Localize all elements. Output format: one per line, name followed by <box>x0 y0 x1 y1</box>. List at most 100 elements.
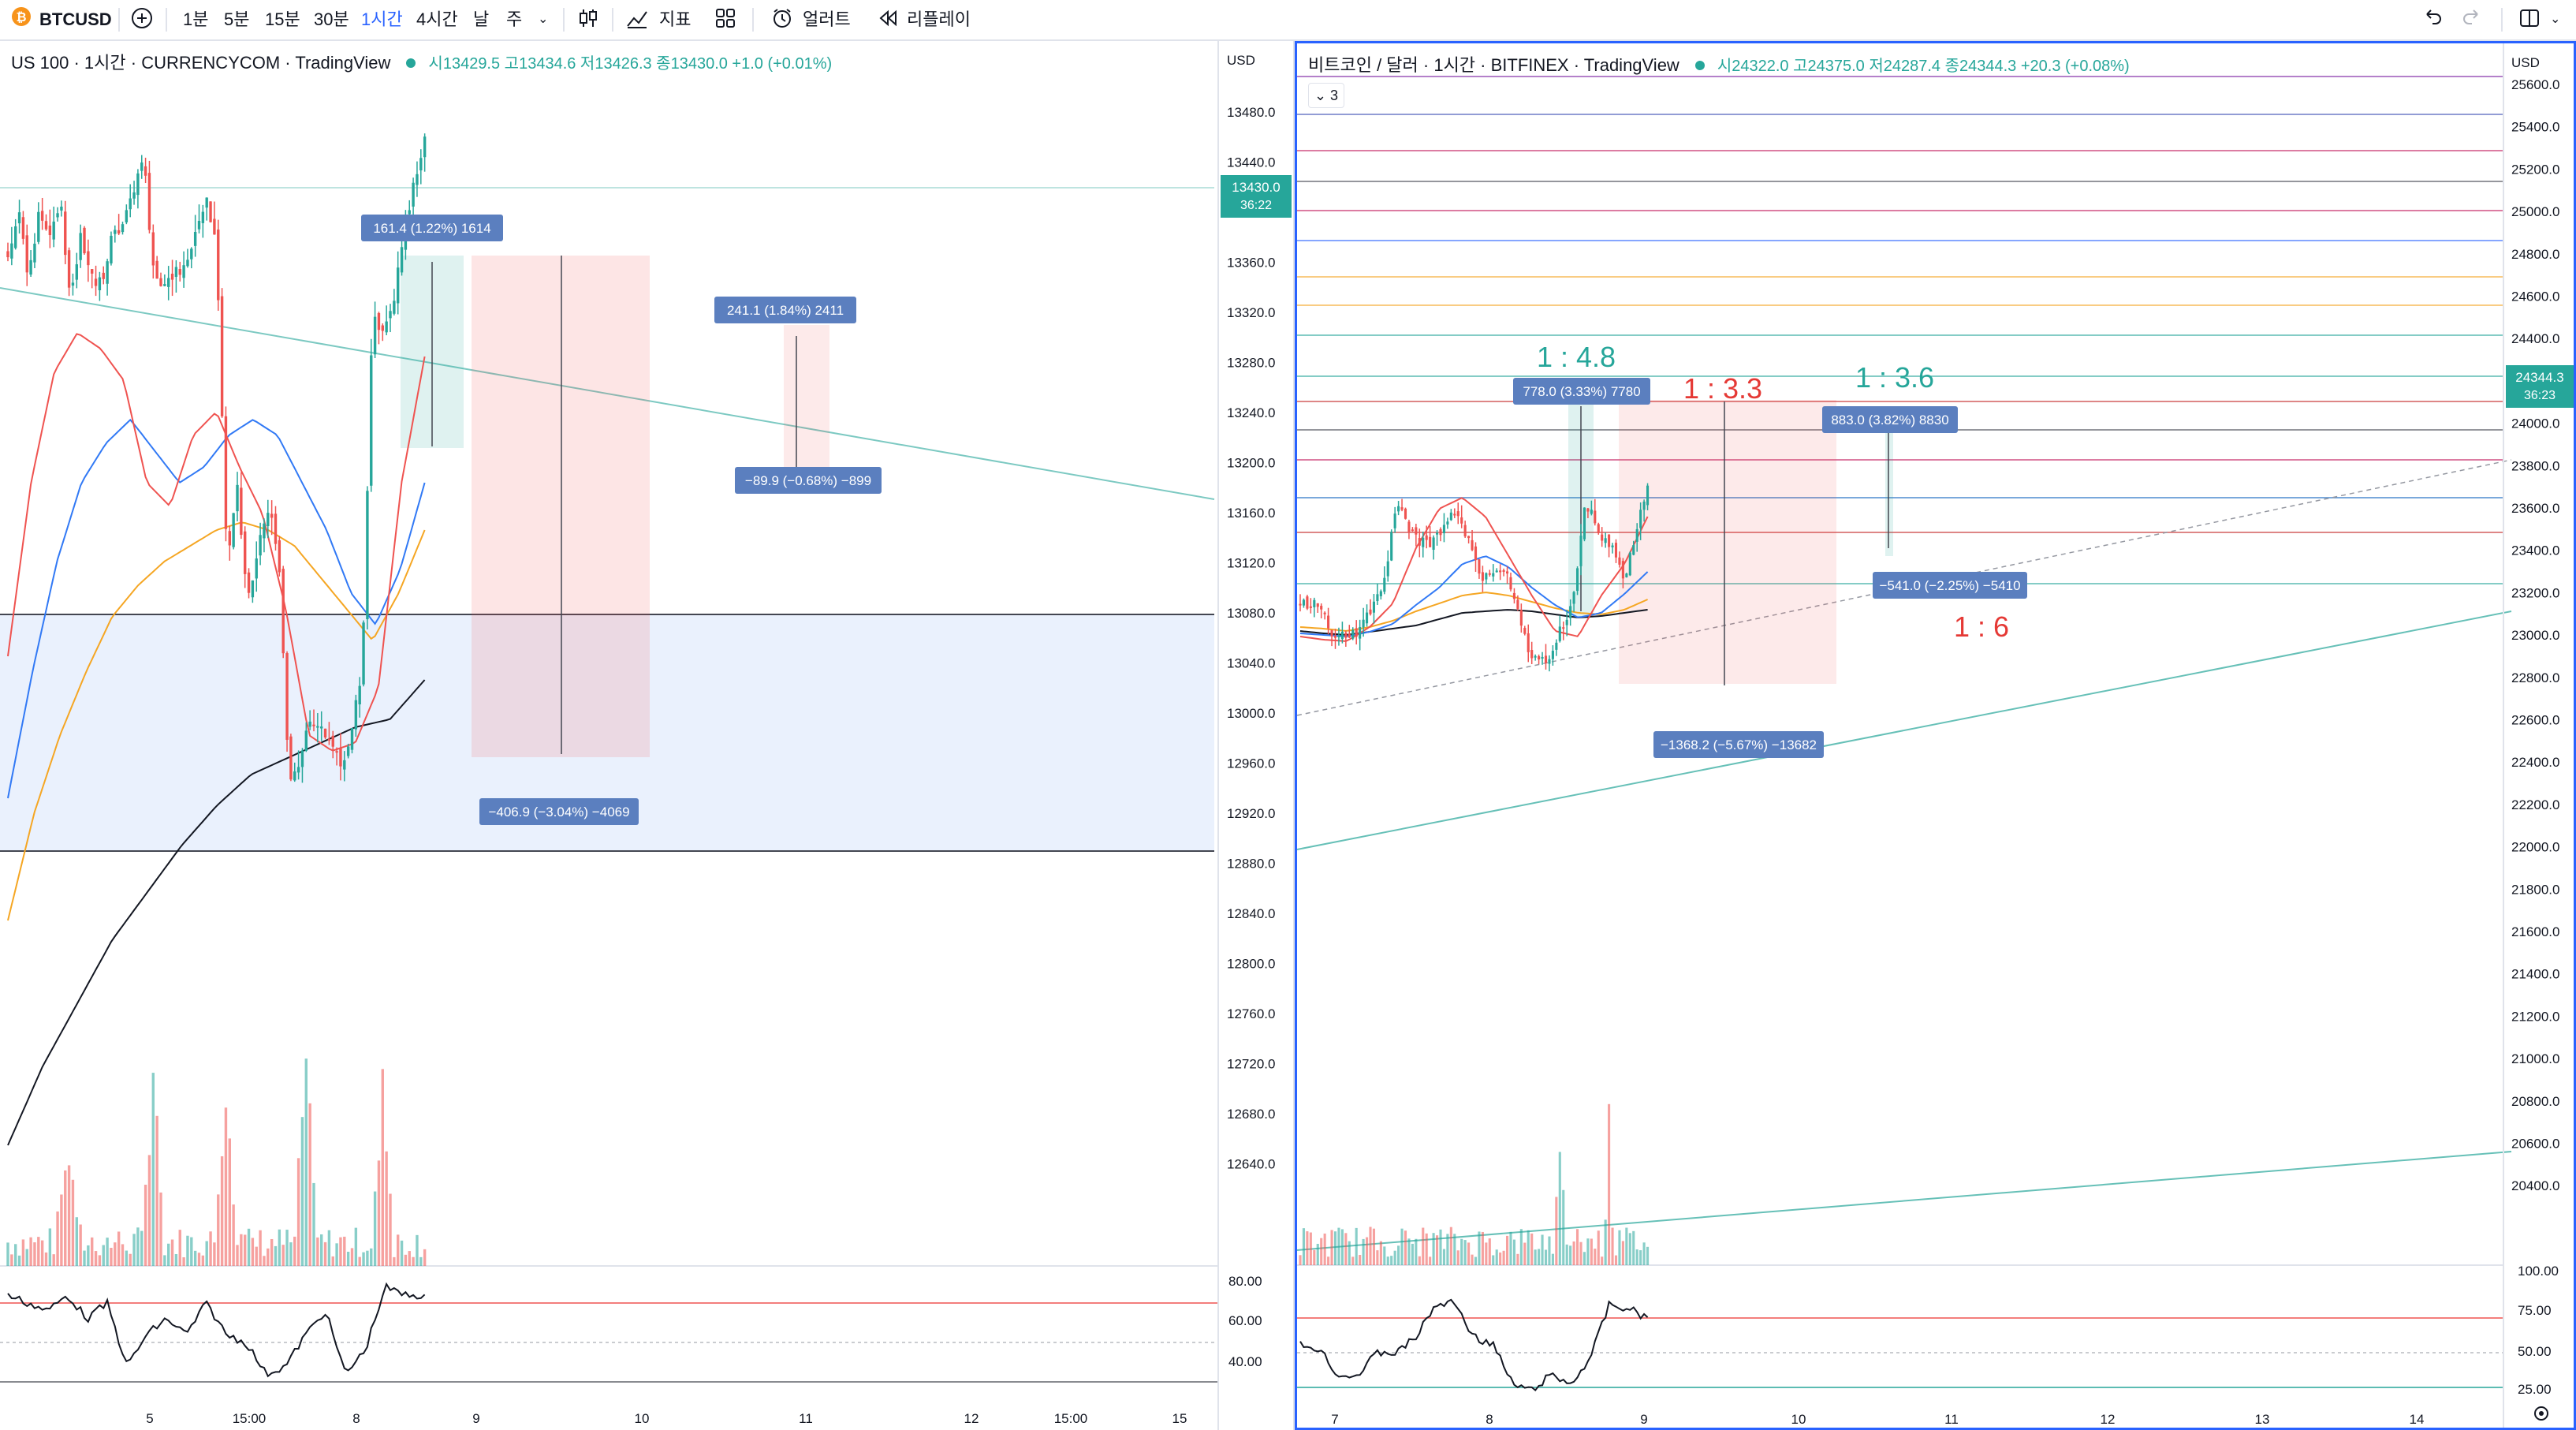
volume-bar <box>1393 1250 1396 1265</box>
price-tick-label: 12880.0 <box>1227 857 1275 872</box>
svg-text:15:00: 15:00 <box>1054 1411 1088 1426</box>
indicators-button[interactable]: 지표 <box>659 9 692 29</box>
candle-body <box>320 726 323 729</box>
currency-label[interactable]: USD <box>1227 53 1255 68</box>
candlesticks <box>1299 483 1650 672</box>
indicators-collapse-button[interactable]: ⌄ 3 <box>1308 83 1344 108</box>
ma-100-path <box>7 521 426 921</box>
volume-bar <box>1379 1241 1382 1265</box>
volume-bar <box>1495 1249 1498 1265</box>
volume-bar <box>201 1255 205 1266</box>
volume-bar <box>1509 1231 1512 1265</box>
candle-body <box>83 227 86 254</box>
volume-bar <box>40 1240 44 1266</box>
price-tick-label: 13280.0 <box>1227 356 1275 371</box>
layout-split-icon[interactable] <box>2515 6 2544 33</box>
svg-text:7: 7 <box>1331 1412 1338 1427</box>
layout-chevron-down-icon[interactable]: ⌄ <box>2550 13 2561 26</box>
price-tick-label: 12720.0 <box>1227 1057 1275 1072</box>
volume-bar <box>1611 1227 1614 1265</box>
interval-5m[interactable]: 5분 <box>224 9 250 29</box>
volume-bar <box>1625 1227 1628 1265</box>
price-axis[interactable]: 25600.0 25400.0 25200.0 25000.0 24800.0 24600… <box>2511 77 2559 1193</box>
compare-add-icon[interactable] <box>128 6 156 33</box>
volume-trendline <box>1297 1151 2512 1251</box>
volume-bar <box>132 1234 136 1266</box>
candle-body <box>190 248 193 259</box>
volume-bar <box>236 1245 239 1266</box>
alert-clock-icon[interactable] <box>768 6 796 33</box>
volume-bar <box>125 1250 129 1266</box>
chart-legend[interactable]: 비트코인 / 달러 · 1시간 · BITFINEX · TradingView… <box>1308 51 2130 77</box>
us100-chart-canvas[interactable]: 161.4 (1.22%) 1614 241.1 (1.84%) 2411 −8… <box>0 41 1293 1430</box>
volume-bar <box>1369 1227 1372 1265</box>
candlestick-chart-type-icon[interactable] <box>574 6 602 33</box>
volume-bar <box>220 1156 224 1266</box>
candle-body <box>1499 570 1502 573</box>
price-tick-label: 13240.0 <box>1227 405 1275 420</box>
ma-100-path <box>1299 592 1649 632</box>
toolbar-divider <box>166 8 167 32</box>
volume-bar <box>1344 1233 1348 1265</box>
price-tick-label: 12680.0 <box>1227 1107 1275 1122</box>
volume-bar <box>278 1229 281 1266</box>
interval-15m[interactable]: 15분 <box>265 9 300 29</box>
candle-body <box>224 416 228 529</box>
volume-bar <box>1544 1249 1548 1265</box>
candle-body <box>1449 512 1452 521</box>
volume-bar <box>1411 1243 1414 1265</box>
interval-1m[interactable]: 1분 <box>183 9 209 29</box>
volume-bar <box>1323 1233 1326 1265</box>
pane-divider[interactable] <box>1293 41 1295 1430</box>
currency-label[interactable]: USD <box>2511 55 2540 70</box>
btcusd-chart-canvas[interactable]: 778.0 (3.33%) 7780 883.0 (3.82%) 8830 −5… <box>1297 43 2574 1428</box>
symbol-search-button[interactable]: BTCUSD <box>39 9 112 29</box>
rsi-line <box>1299 1298 1649 1392</box>
interval-dropdown-chevron-down-icon[interactable]: ⌄ <box>538 13 549 26</box>
chart-pane-us100[interactable]: 161.4 (1.22%) 1614 241.1 (1.84%) 2411 −8… <box>0 41 1293 1430</box>
candle-body <box>6 251 9 258</box>
interval-4h[interactable]: 4시간 <box>416 9 458 29</box>
candle-body <box>270 513 274 518</box>
undo-icon[interactable] <box>2418 6 2446 33</box>
candle-body <box>346 746 350 756</box>
price-axis[interactable]: 13480.013440.013400.013360.013320.013280… <box>1227 105 1275 1172</box>
volume-bar <box>1527 1230 1530 1265</box>
price-tick-label: 24600.0 <box>2511 289 2559 304</box>
rsi-axis[interactable]: 80.00 60.00 40.00 <box>1228 1274 1262 1369</box>
replay-button[interactable]: 리플레이 <box>907 9 971 29</box>
volume-bar <box>1505 1235 1509 1265</box>
candle-body <box>220 296 224 416</box>
price-tick-label: 13200.0 <box>1227 456 1275 471</box>
time-axis[interactable]: 5 15:00 8 9 10 11 12 15:00 15 <box>146 1411 1187 1426</box>
volume-bar <box>362 1252 365 1266</box>
chart-pane-btcusd[interactable]: 778.0 (3.33%) 7780 883.0 (3.82%) 8830 −5… <box>1295 41 2576 1430</box>
replay-icon[interactable] <box>874 6 902 33</box>
candle-body <box>140 162 144 171</box>
interval-30m[interactable]: 30분 <box>314 9 349 29</box>
volume-bar <box>1456 1250 1459 1265</box>
symbol-title[interactable]: US 100 · 1시간 · CURRENCYCOM · TradingView <box>11 53 391 73</box>
volume-bar <box>136 1227 140 1266</box>
price-tick-label: 24400.0 <box>2511 331 2559 346</box>
ma-100-line <box>1299 592 1649 632</box>
symbol-title[interactable]: 비트코인 / 달러 · 1시간 · BITFINEX · TradingView <box>1308 55 1679 75</box>
measure-label: 883.0 (3.82%) 8830 <box>1822 406 1958 433</box>
rsi-axis[interactable]: 100.00 75.00 50.00 25.00 <box>2518 1264 2559 1397</box>
volume-bar <box>71 1179 75 1266</box>
price-tick-label: 25400.0 <box>2511 120 2559 135</box>
candle-body <box>1516 599 1519 609</box>
interval-day[interactable]: 날 <box>473 9 490 29</box>
settings-gear-icon[interactable] <box>2534 1406 2548 1421</box>
volume-bar <box>1422 1227 1425 1265</box>
redo-icon[interactable] <box>2459 6 2487 33</box>
chart-legend[interactable]: US 100 · 1시간 · CURRENCYCOM · TradingView… <box>11 49 832 74</box>
indicators-icon[interactable] <box>623 6 651 33</box>
layout-templates-icon[interactable] <box>711 6 740 33</box>
candle-body <box>10 243 13 259</box>
interval-week[interactable]: 주 <box>506 9 523 29</box>
candle-body <box>1565 619 1568 625</box>
time-axis[interactable]: 7 8 9 10 11 12 13 14 <box>1331 1412 2424 1427</box>
interval-1h[interactable]: 1시간 <box>361 9 403 29</box>
alert-button[interactable]: 얼러트 <box>803 9 851 29</box>
